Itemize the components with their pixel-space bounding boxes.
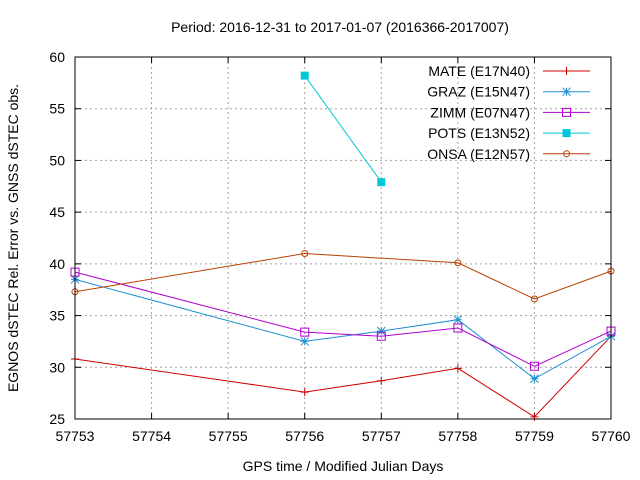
data-point: [530, 412, 539, 421]
legend-label: ONSA (E12N57): [427, 146, 530, 162]
plot-frame: [74, 56, 612, 420]
x-tick-label: 57757: [362, 428, 401, 444]
data-point: [300, 388, 309, 397]
legend: MATE (E17N40) GRAZ (E15N47) ZIMM (E07N47) P…: [427, 63, 590, 162]
chart-title: Period: 2016-12-31 to 2017-01-07 (201636…: [171, 19, 509, 35]
series-group: [70, 71, 616, 421]
series-line: [304, 75, 382, 183]
data-point: [376, 331, 386, 341]
series-pots: [300, 71, 386, 187]
x-tick-label: 57756: [285, 428, 324, 444]
data-point: [300, 71, 309, 80]
data-point: [300, 327, 310, 337]
legend-label: ZIMM (E07N47): [430, 104, 530, 120]
data-point: [453, 315, 463, 325]
y-tick-label: 25: [49, 411, 65, 427]
data-point: [377, 376, 386, 385]
legend-label: MATE (E17N40): [428, 63, 530, 79]
y-tick-label: 40: [49, 256, 65, 272]
y-tick-label: 45: [49, 204, 65, 220]
series-line: [74, 335, 612, 418]
legend-marker: [562, 67, 571, 75]
legend-marker: [562, 107, 571, 117]
y-tick-label: 35: [49, 308, 65, 324]
x-tick-label: 57754: [132, 428, 171, 444]
x-axis-label: GPS time / Modified Julian Days: [243, 458, 444, 474]
data-point: [301, 250, 309, 258]
data-point: [300, 337, 310, 346]
data-point: [453, 323, 463, 333]
x-tick-label: 57753: [56, 428, 95, 444]
data-point: [453, 364, 462, 373]
y-tick-label: 55: [49, 101, 65, 117]
series-onsa: [71, 250, 615, 303]
y-axis-label: EGNOS dSTEC Rel. Error vs. GNSS dSTEC ob…: [5, 84, 21, 392]
series-zimm: [70, 267, 616, 371]
x-axis: 57753 57754 57755 57756 57757 57758 57759 57760: [56, 57, 631, 444]
legend-marker: [562, 87, 571, 97]
x-tick-label: 57758: [438, 428, 477, 444]
y-tick-label: 60: [49, 49, 65, 65]
x-tick-label: 57760: [592, 428, 631, 444]
series-graz: [70, 275, 616, 384]
legend-marker: [562, 129, 571, 138]
x-tick-label: 57759: [515, 428, 554, 444]
legend-label: POTS (E13N52): [428, 125, 530, 141]
y-tick-label: 50: [49, 152, 65, 168]
series-line: [74, 252, 612, 300]
y-axis: 25 30 35 40 45 50 55 60: [49, 49, 611, 427]
x-tick-label: 57755: [209, 428, 248, 444]
data-point: [530, 374, 539, 384]
series-line: [74, 271, 612, 367]
data-point: [529, 361, 539, 371]
legend-label: GRAZ (E15N47): [427, 84, 530, 100]
y-tick-label: 30: [49, 359, 65, 375]
data-point: [377, 178, 386, 187]
grid-lines: [75, 57, 611, 419]
data-point: [530, 295, 538, 303]
legend-marker: [563, 150, 570, 158]
data-point: [376, 326, 386, 336]
data-point: [454, 259, 462, 267]
series-mate: [71, 332, 615, 421]
series-line: [74, 278, 612, 380]
